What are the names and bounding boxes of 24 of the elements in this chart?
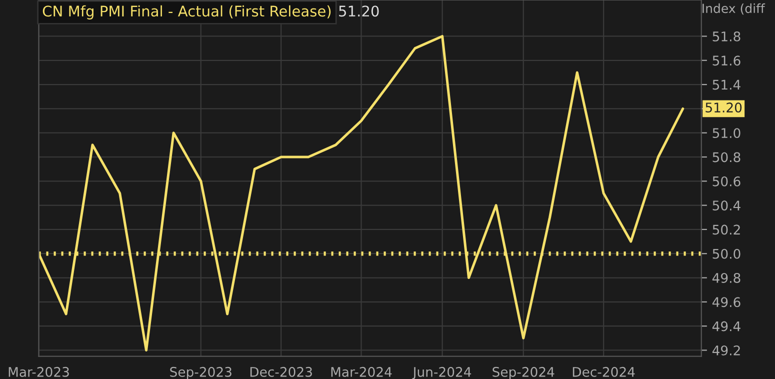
x-tick-label: Dec-2023	[250, 366, 312, 377]
y-tick-label: 50.8	[712, 152, 740, 162]
y-tick-label: 49.2	[712, 345, 740, 356]
y-tick-label: 51.0	[712, 128, 740, 138]
x-tick-label: Sep-2024	[492, 366, 554, 379]
x-tick-label: Mar-2024	[331, 366, 392, 377]
y-tick-label: 50.2	[712, 224, 740, 235]
y-tick-label: 49.6	[712, 297, 740, 308]
x-tick-label: Mar-2023	[8, 366, 69, 377]
y-tick-label: 49.8	[712, 272, 740, 283]
y-tick-label: 50.4	[712, 200, 740, 211]
y-tick-label: 50.0	[712, 248, 740, 259]
y-tick-label: 50.6	[712, 176, 740, 186]
y-tick-label: 51.6	[712, 56, 740, 66]
x-tick-label: Dec-2024	[572, 366, 635, 377]
x-tick-label: Sep-2023	[170, 366, 232, 379]
y-tick-label: 51.4	[712, 80, 740, 90]
annotation: 51.20	[706, 102, 742, 113]
chart-title: CN Mfg PMI Final - Actual (First Release)	[42, 5, 331, 20]
y-tick-label: 51.8	[712, 31, 740, 42]
y-axis-title: Index (diff	[702, 3, 766, 15]
x-tick-label: Jun-2024	[412, 366, 472, 379]
y-tick-label: 49.4	[712, 321, 740, 332]
chart-subtitle: 51.20	[339, 6, 379, 17]
